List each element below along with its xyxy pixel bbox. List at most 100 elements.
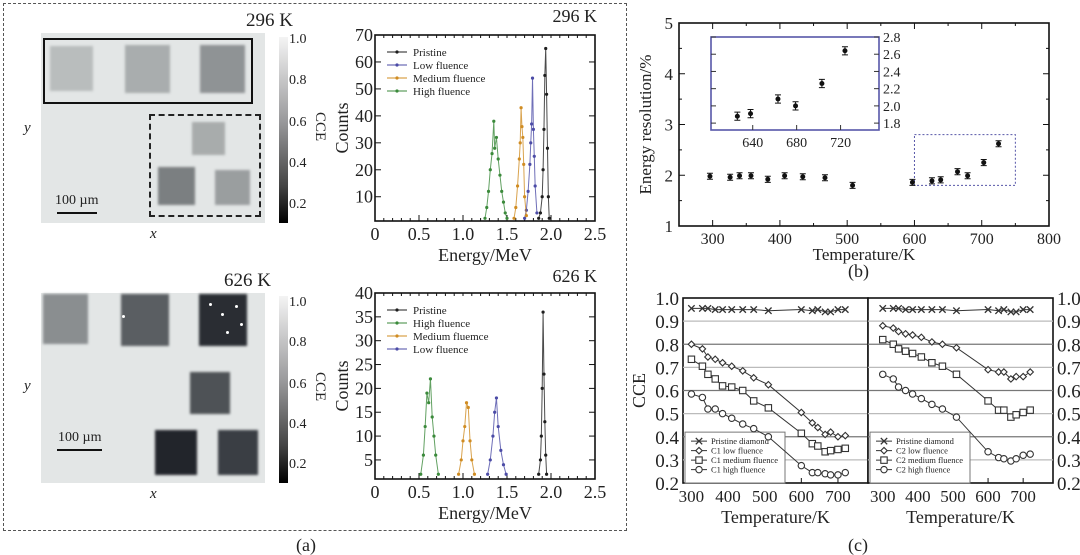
colorbar-tick: 0.8 (289, 73, 307, 88)
y-tick-label: 35 (355, 307, 373, 327)
data-point (748, 111, 754, 117)
data-point (544, 453, 548, 457)
data-point (535, 211, 539, 215)
x-tick-label: 300 (679, 487, 705, 506)
legend-label: Pristine diamond (896, 436, 955, 446)
legend-marker (395, 321, 399, 325)
series-pristine: Pristine (387, 46, 551, 220)
legend-label: Low fluence (413, 60, 468, 72)
y-tick-label: 25 (355, 355, 373, 375)
data-point (793, 103, 799, 109)
x-tick-label: 0 (371, 482, 380, 502)
circle-marker (749, 424, 758, 433)
data-point (521, 135, 525, 140)
diamond-marker (821, 430, 830, 439)
diamond-marker (938, 340, 947, 349)
diamond-marker (813, 423, 822, 432)
series-line (691, 307, 846, 313)
data-point (501, 200, 506, 204)
legend-label: Pristine (413, 305, 447, 317)
x-tick-label: 400 (905, 487, 931, 506)
colorbar-tick: 1.0 (289, 32, 307, 47)
y-tick-label: 0.3 (655, 451, 679, 472)
y-tick-label: 0.6 (1057, 382, 1080, 403)
circle-marker (889, 375, 898, 383)
data-point (483, 216, 487, 220)
data-point (938, 177, 944, 183)
circle-marker (1026, 450, 1034, 458)
series-medium-fluence: Medium fluence (387, 73, 528, 220)
cross-marker (901, 305, 910, 314)
circle-marker (952, 413, 961, 421)
pixel-square (200, 45, 245, 93)
cross-marker (797, 305, 805, 314)
square-marker (1012, 411, 1020, 419)
diamond-marker (749, 373, 758, 382)
data-point (524, 214, 528, 218)
circle-marker (908, 390, 917, 398)
legend-label: Medium fluence (413, 73, 486, 85)
circle-marker (797, 461, 806, 470)
diamond-marker (764, 380, 773, 389)
y-tick-label: 3 (665, 116, 674, 135)
square-marker (704, 370, 712, 379)
x-axis-label: x (150, 486, 157, 502)
legend-label: C1 low fluence (711, 446, 763, 456)
diamond-marker (711, 355, 720, 364)
cce-temperature-chart-2: 0.20.30.40.50.6 0.70.80.91.0 300 400 500 600 7… (867, 289, 1080, 527)
x-tick-label: 1.5 (496, 482, 519, 502)
data-point (541, 310, 545, 314)
data-point (496, 157, 500, 161)
data-point (530, 122, 534, 126)
cross-marker (1007, 308, 1015, 316)
chart-title: 296 K (553, 6, 598, 26)
circle-marker (826, 471, 835, 479)
data-point (427, 401, 431, 405)
diamond-marker (695, 446, 703, 455)
y-tick-label: 0.9 (1057, 312, 1080, 333)
panel-label-a: (a) (296, 535, 316, 555)
x-tick-label: 2.5 (584, 482, 607, 502)
inset-x-tick-label: 720 (830, 136, 851, 151)
y-tick-label: 0.8 (1057, 335, 1080, 356)
data-point (800, 174, 806, 180)
square-marker (901, 347, 910, 355)
square-marker (711, 375, 719, 383)
data-point (909, 179, 915, 185)
y-tick-label: 0.8 (655, 335, 679, 356)
colorbar-tick: 0.6 (289, 115, 307, 130)
data-point (522, 162, 526, 166)
hot-pixel (240, 323, 243, 326)
data-point (996, 141, 1002, 147)
diamond-marker (999, 368, 1008, 376)
cross-marker (841, 305, 849, 314)
y-tick-label: 5 (665, 14, 674, 33)
data-point (543, 420, 547, 424)
cross-marker (821, 308, 829, 316)
data-point (727, 174, 733, 180)
data-point (428, 377, 433, 381)
data-point (486, 189, 491, 193)
colorbar-tick: 0.6 (289, 377, 307, 392)
x-axis-label: Temperature/K (813, 245, 916, 264)
diamond-marker (687, 340, 696, 349)
inset-y-tick-label: 2.8 (883, 31, 901, 46)
data-point (419, 472, 423, 476)
diamond-marker (894, 327, 903, 336)
cross-marker (908, 305, 917, 314)
panel-label-c: (c) (848, 535, 868, 555)
square-marker (738, 386, 747, 395)
scale-bar-label: 100 µm (58, 430, 102, 445)
legend-label: Low fluence (413, 344, 468, 356)
hot-pixel (122, 315, 125, 318)
inset-x-tick-label: 680 (786, 136, 807, 151)
diamond-marker (698, 344, 707, 353)
x-tick-label: 1.0 (452, 482, 475, 502)
diamond-marker (878, 321, 887, 330)
data-point (955, 169, 961, 175)
data-point (515, 184, 520, 188)
series-c1-low-fluence: C1 low fluence (687, 340, 850, 456)
diamond-marker (833, 432, 842, 441)
data-point (523, 216, 527, 220)
square-marker (1000, 406, 1008, 414)
